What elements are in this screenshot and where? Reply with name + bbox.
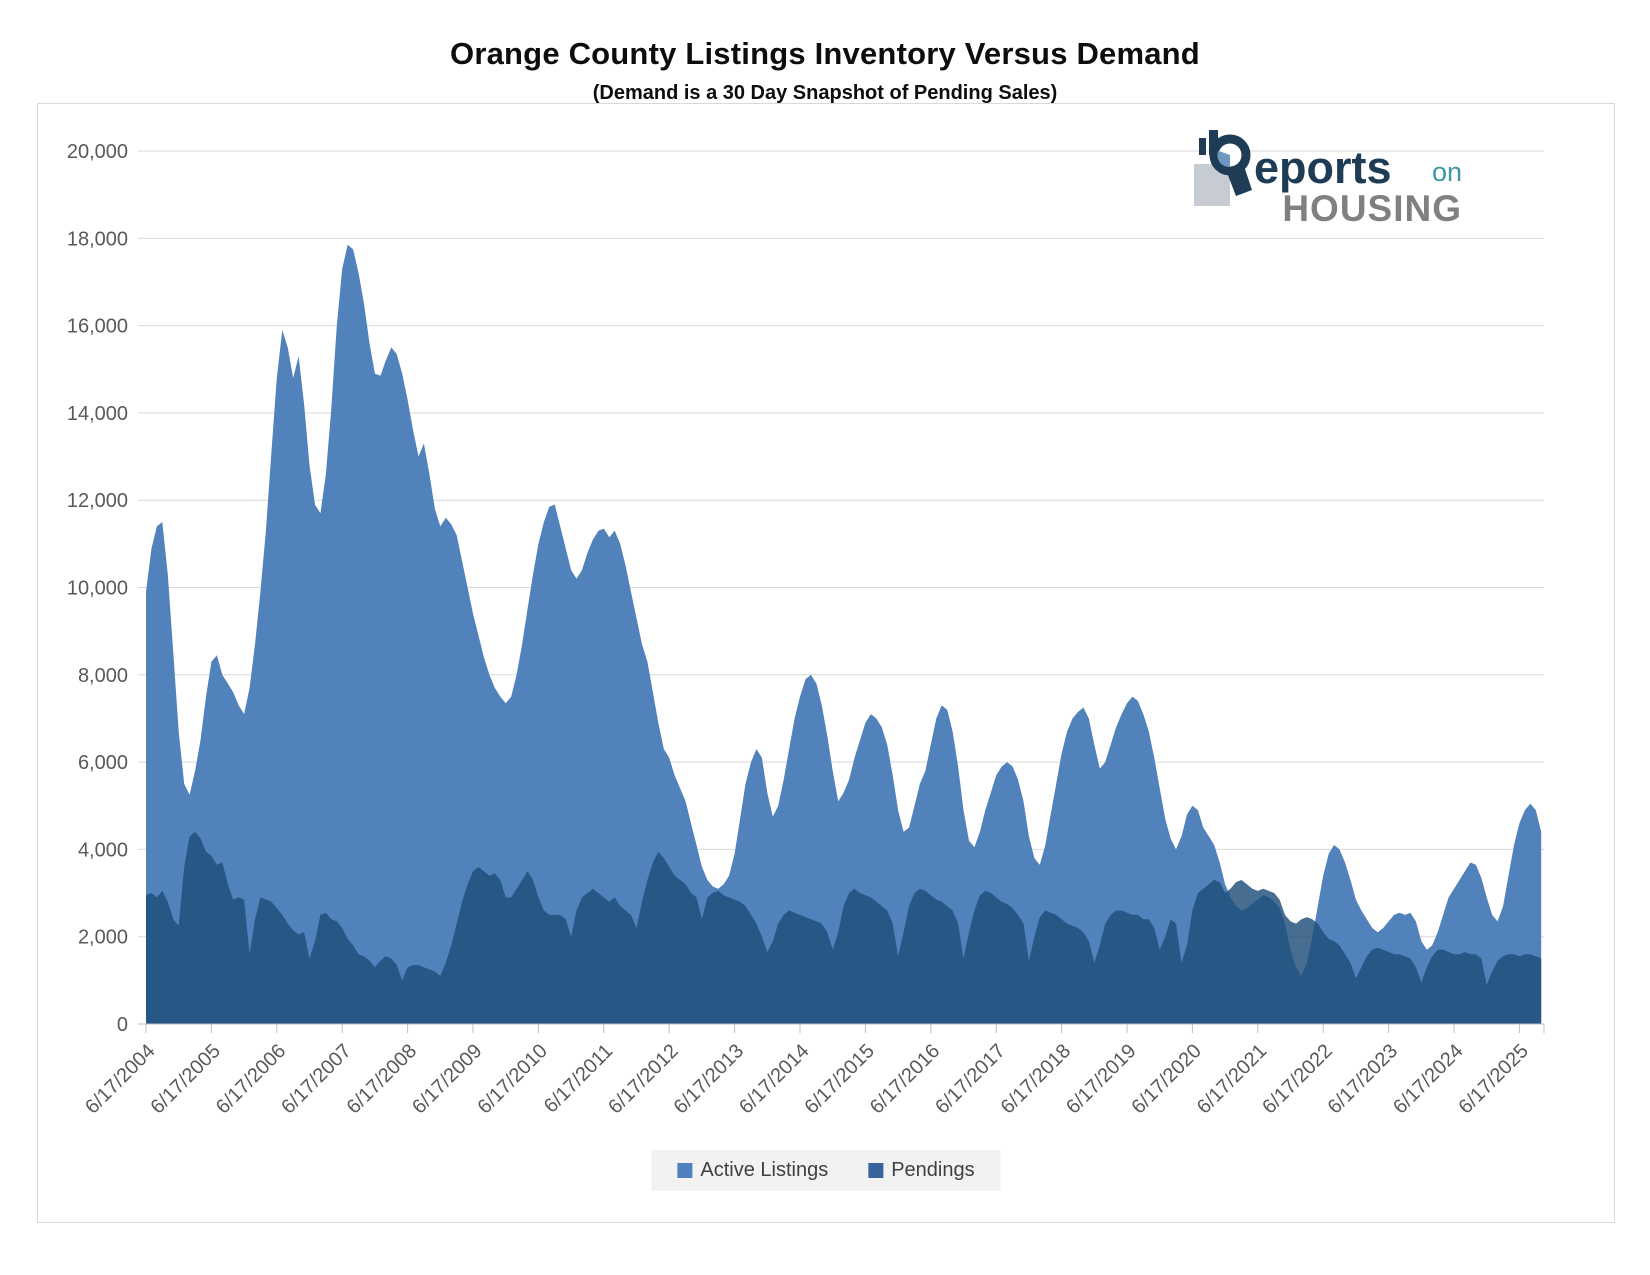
pendings-area <box>146 831 1542 1024</box>
x-axis-tick-label: 6/17/2016 <box>866 1040 944 1118</box>
x-axis-tick-label: 6/17/2011 <box>540 1040 617 1117</box>
reports-on-housing-logo-mark: eports on HOUSING <box>1194 130 1462 229</box>
logo-on-text: on <box>1432 157 1462 187</box>
x-axis-tick-label: 6/17/2012 <box>604 1040 682 1118</box>
x-axis-tick-label: 6/17/2005 <box>146 1040 224 1118</box>
x-axis-tick-label: 6/17/2008 <box>343 1040 421 1118</box>
chart-subtitle: (Demand is a 30 Day Snapshot of Pending … <box>592 82 1058 104</box>
x-axis-tick-label: 6/17/2010 <box>473 1040 551 1118</box>
chart-area: 0 2,000 4,000 6,000 8,000 10,000 12,000 14,000 1… <box>37 103 1615 1223</box>
y-axis-tick-label: 6,000 <box>78 752 128 774</box>
legend-item-active-listings: Active Listings <box>677 1159 828 1182</box>
y-axis-tick-label: 14,000 <box>67 403 128 425</box>
x-axis-tick-label: 6/17/2017 <box>931 1040 1009 1118</box>
y-axis-tick-label: 20,000 <box>67 141 128 163</box>
x-axis-tick-label: 6/17/2009 <box>408 1040 486 1118</box>
x-axis-tick-label: 6/17/2007 <box>277 1040 355 1118</box>
x-axis-tick-label: 6/17/2023 <box>1324 1040 1402 1118</box>
legend-label-pendings: Pendings <box>891 1159 975 1181</box>
x-axis-tick-label: 6/17/2020 <box>1127 1040 1205 1118</box>
logo-bar-icon <box>1209 130 1218 155</box>
x-axis-tick-label: 6/17/2018 <box>997 1040 1075 1118</box>
y-axis-tick-label: 12,000 <box>67 490 128 512</box>
logo-housing-text: HOUSING <box>1282 188 1462 228</box>
active-listings-swatch-icon <box>677 1163 693 1178</box>
x-axis-tick-label: 6/17/2006 <box>212 1040 290 1118</box>
y-axis-tick-label: 2,000 <box>78 927 128 949</box>
active-listings-area <box>146 244 1542 1025</box>
y-axis-tick-label: 10,000 <box>67 578 128 600</box>
logo-pie-slice <box>1217 150 1230 168</box>
x-axis-tick-label: 6/17/2013 <box>670 1040 748 1118</box>
reports-on-housing-logo: eports on HOUSING <box>1190 126 1474 229</box>
x-axis-tick-label: 6/17/2015 <box>800 1040 878 1118</box>
pendings-swatch-icon <box>868 1163 884 1178</box>
y-axis-tick-label: 0 <box>117 1014 128 1036</box>
y-axis-tick-label: 16,000 <box>67 316 128 338</box>
chart-title: Orange County Listings Inventory Versus … <box>450 36 1200 71</box>
logo-reports-text: eports <box>1254 142 1392 193</box>
x-axis-tick-label: 6/17/2021 <box>1193 1040 1271 1118</box>
y-axis-tick-label: 8,000 <box>78 665 128 687</box>
logo-bar-icon <box>1199 138 1206 155</box>
y-axis-tick-label: 18,000 <box>67 228 128 250</box>
chart-svg: 0 2,000 4,000 6,000 8,000 10,000 12,000 14,000 1… <box>67 141 1545 1118</box>
x-axis-tick-label: 6/17/2014 <box>735 1040 813 1118</box>
legend-label-active-listings: Active Listings <box>700 1159 829 1181</box>
x-axis-tick-label: 6/17/2022 <box>1258 1040 1336 1118</box>
x-axis-tick-label: 6/17/2004 <box>81 1040 159 1118</box>
x-axis-tick-label: 6/17/2025 <box>1454 1040 1532 1118</box>
x-axis-tick-label: 6/17/2019 <box>1062 1040 1140 1118</box>
y-axis-tick-label: 4,000 <box>78 839 128 861</box>
legend: Active Listings Pendings <box>651 1150 1001 1191</box>
x-axis-tick-label: 6/17/2024 <box>1389 1040 1467 1118</box>
legend-item-pendings: Pendings <box>868 1159 975 1182</box>
